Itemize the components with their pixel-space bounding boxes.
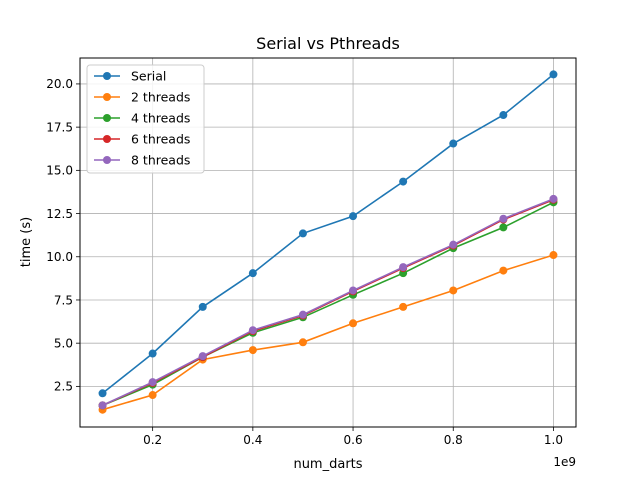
series-group bbox=[98, 70, 558, 414]
y-tick-label: 20.0 bbox=[46, 77, 73, 91]
y-axis-label: time (s) bbox=[19, 217, 34, 267]
y-tick-label: 10.0 bbox=[46, 250, 73, 264]
y-tick-label: 17.5 bbox=[46, 120, 73, 134]
legend-marker-serial bbox=[103, 72, 111, 80]
data-point-4-threads bbox=[499, 223, 508, 232]
x-tick-label: 0.8 bbox=[444, 433, 463, 447]
data-point-serial bbox=[449, 139, 458, 148]
data-point-2-threads bbox=[349, 319, 358, 328]
data-point-8-threads bbox=[98, 401, 107, 410]
data-point-serial bbox=[499, 111, 508, 120]
x-tick-label: 0.4 bbox=[243, 433, 262, 447]
data-point-serial bbox=[248, 269, 257, 278]
x-tick-label: 0.6 bbox=[344, 433, 363, 447]
series-line-8-threads bbox=[102, 198, 554, 407]
series-line-2-threads bbox=[102, 254, 554, 411]
plot-frame bbox=[79, 57, 577, 428]
data-point-serial bbox=[198, 302, 207, 311]
data-point-serial bbox=[549, 70, 558, 79]
legend-label-8-threads: 8 threads bbox=[131, 153, 190, 168]
data-point-2-threads bbox=[499, 266, 508, 275]
data-point-8-threads bbox=[248, 326, 257, 335]
y-tick-label: 5.0 bbox=[54, 336, 73, 350]
data-point-8-threads bbox=[499, 214, 508, 223]
legend-label-serial: Serial bbox=[131, 69, 166, 84]
y-tick-label: 12.5 bbox=[46, 207, 73, 221]
data-point-2-threads bbox=[449, 286, 458, 295]
legend-box bbox=[86, 64, 205, 174]
x-tick-label: 0.2 bbox=[143, 433, 162, 447]
legend: Serial 2 threads 4 threads 6 threads 8 threa… bbox=[86, 64, 205, 174]
data-point-8-threads bbox=[399, 263, 408, 272]
series-line-serial bbox=[102, 73, 555, 394]
data-point-serial bbox=[298, 229, 307, 238]
data-point-2-threads bbox=[298, 338, 307, 347]
x-tick-label: 1.0 bbox=[544, 433, 563, 447]
legend-marker-4-threads bbox=[103, 114, 111, 122]
data-point-2-threads bbox=[549, 251, 558, 260]
legend-label-2-threads: 2 threads bbox=[131, 90, 190, 105]
data-point-serial bbox=[349, 212, 358, 221]
y-tick-label: 15.0 bbox=[46, 164, 73, 178]
data-point-8-threads bbox=[148, 378, 157, 387]
data-point-8-threads bbox=[549, 194, 558, 203]
data-point-8-threads bbox=[449, 240, 458, 249]
data-point-serial bbox=[148, 349, 157, 358]
legend-label-6-threads: 6 threads bbox=[131, 132, 190, 147]
legend-marker-8-threads bbox=[103, 156, 111, 164]
data-point-serial bbox=[98, 389, 107, 398]
x-axis-offset-label: 1e9 bbox=[553, 455, 576, 469]
data-point-serial bbox=[399, 177, 408, 186]
data-point-8-threads bbox=[298, 310, 307, 319]
data-point-8-threads bbox=[349, 286, 358, 295]
legend-marker-6-threads bbox=[103, 135, 111, 143]
data-point-8-threads bbox=[198, 352, 207, 361]
ticks: 0.2 0.4 0.6 0.8 1.0 2.5 5.0 7.5 10.0 12.5 15.0 17.5… bbox=[46, 77, 563, 447]
data-point-2-threads bbox=[248, 346, 257, 355]
legend-marker-2-threads bbox=[103, 93, 111, 101]
legend-label-4-threads: 4 threads bbox=[131, 111, 190, 126]
chart-title: Serial vs Pthreads bbox=[256, 34, 400, 53]
grid bbox=[80, 58, 576, 427]
y-tick-label: 2.5 bbox=[54, 380, 73, 394]
y-tick-label: 7.5 bbox=[54, 293, 73, 307]
x-axis-label: num_darts bbox=[293, 457, 362, 472]
data-point-2-threads bbox=[148, 391, 157, 400]
data-point-2-threads bbox=[399, 302, 408, 311]
